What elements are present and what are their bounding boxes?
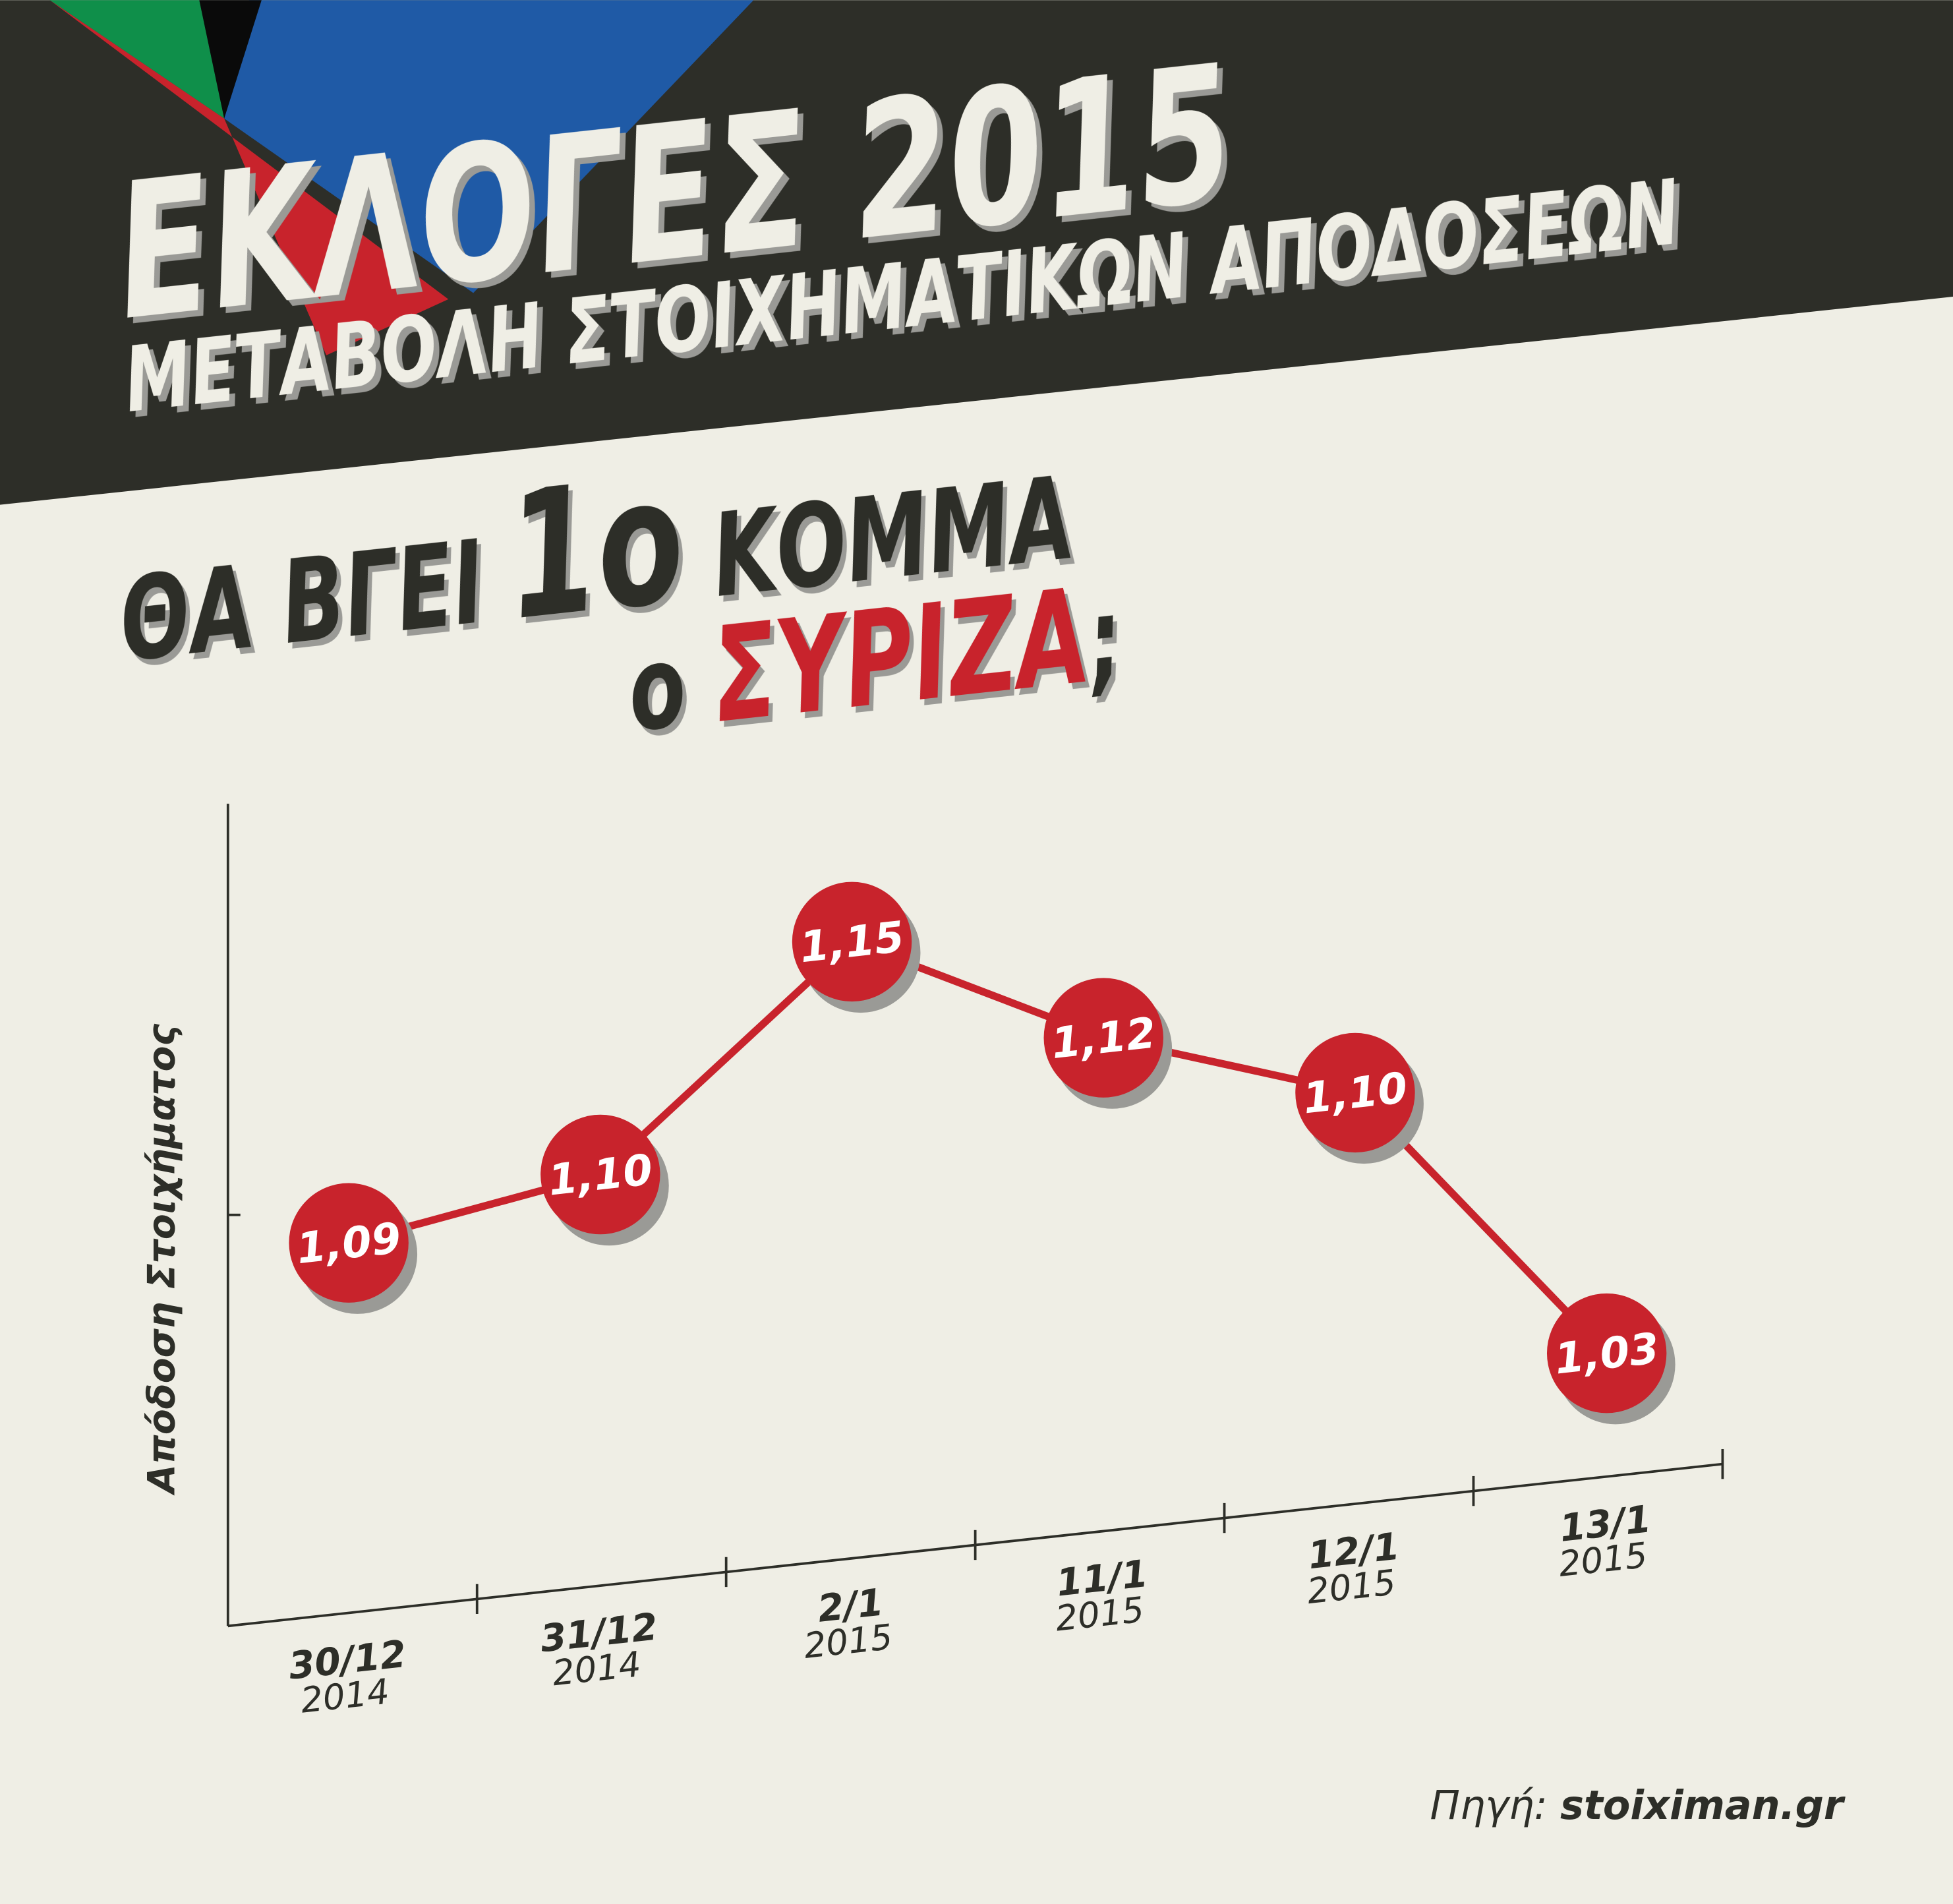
value-label: 1,10 [546,1145,655,1206]
x-tick-year: 2015 [802,1617,894,1667]
source-label: Πηγή: [1430,1783,1548,1829]
deco-red [49,0,449,355]
marker [792,881,912,1002]
y-axis-label: Απόδοση Στοιχήματος [140,1023,184,1495]
x-tick-year: 2014 [299,1672,391,1721]
value-label: 1,12 [1049,1008,1159,1069]
value-label: 1,03 [1552,1324,1662,1384]
value-label: 1,10 [1300,1063,1410,1124]
question-rank: 1ο [499,439,693,659]
marker [1043,978,1163,1098]
value-label: 1,09 [294,1214,403,1274]
chart: Απόδοση Στοιχήματος 1,09 1,10 1,15 1,12 1,10 1… [140,804,1724,1721]
x-tick-year: 2015 [1557,1535,1649,1585]
deco-blue [224,0,754,293]
deco-black [199,0,262,119]
x-tick-label: 11/1 [1055,1552,1150,1605]
marker [289,1183,409,1303]
x-tick-year: 2015 [1305,1562,1397,1612]
x-tick-label: 2/1 [815,1580,885,1630]
marker [540,1114,660,1235]
source-name: stoiximan.gr [1560,1783,1846,1829]
x-tick-label: 13/1 [1558,1497,1653,1551]
x-tick-label: 12/1 [1306,1525,1401,1578]
marker [1546,1293,1667,1413]
source: Πηγή: stoiximan.gr [1430,1783,1846,1829]
marker [1295,1032,1415,1153]
value-label: 1,15 [798,912,907,973]
x-tick-year: 2015 [1053,1590,1146,1639]
x-tick-year: 2014 [550,1644,643,1694]
